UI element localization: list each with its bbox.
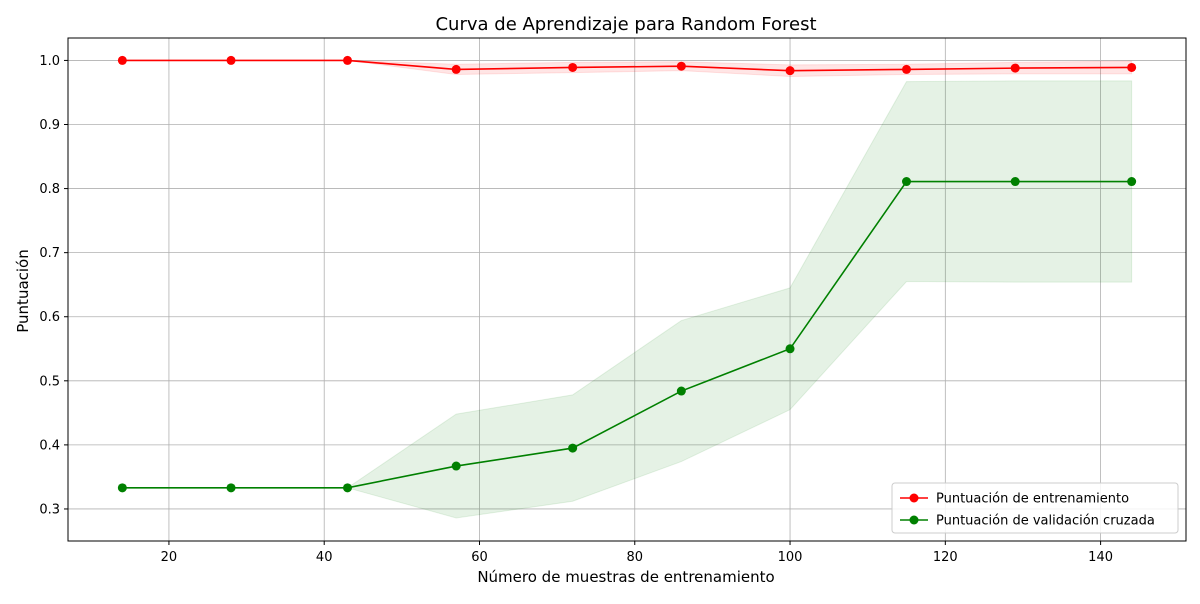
data-point-1-4 <box>568 443 578 453</box>
data-point-1-1 <box>226 483 236 493</box>
data-point-0-4 <box>568 62 578 72</box>
y-tick-label: 0.6 <box>39 310 60 325</box>
grid-lines <box>68 38 1186 541</box>
data-point-0-5 <box>676 61 686 71</box>
axis-ticks: 20 40 60 80 100 120 140 0.3 0.4 0.5 0.6 0.7 0.8 0.9 1.… <box>39 54 1113 565</box>
y-tick-label: 0.4 <box>39 438 60 453</box>
x-tick-label: 40 <box>316 550 333 565</box>
data-point-1-9 <box>1127 177 1137 187</box>
legend-box <box>891 482 1179 534</box>
data-point-1-0 <box>117 483 127 493</box>
data-point-0-9 <box>1127 62 1137 72</box>
data-point-0-6 <box>785 66 795 76</box>
y-tick-label: 0.7 <box>39 246 60 261</box>
confidence-bands <box>122 59 1133 519</box>
data-point-1-8 <box>1010 177 1020 187</box>
x-tick-label: 120 <box>933 550 958 565</box>
data-point-1-7 <box>902 177 911 187</box>
x-tick-label: 100 <box>778 550 803 565</box>
data-point-1-2 <box>343 483 352 493</box>
plot-frame <box>67 37 1187 542</box>
data-point-1-5 <box>676 386 686 396</box>
data-point-0-7 <box>902 64 911 74</box>
series-line-1 <box>122 180 1132 489</box>
y-axis-label: Puntuación <box>14 249 32 332</box>
data-point-0-1 <box>226 55 236 65</box>
data-point-0-3 <box>451 64 461 74</box>
legend-swatch-marker-0 <box>909 493 919 503</box>
x-tick-label: 20 <box>161 550 178 565</box>
legend-swatch-marker-1 <box>909 515 919 525</box>
series-lines <box>117 55 1137 493</box>
confidence-band-1 <box>122 80 1133 519</box>
data-point-0-2 <box>343 55 352 65</box>
y-tick-label: 0.8 <box>39 182 60 197</box>
x-tick-label: 60 <box>471 550 488 565</box>
legend: Puntuación de entrenamiento Puntuación de… <box>891 482 1179 534</box>
data-point-1-3 <box>451 461 461 471</box>
data-point-1-6 <box>785 344 795 354</box>
x-tick-label: 140 <box>1088 550 1113 565</box>
x-axis-label: Número de muestras de entrenamiento <box>477 568 774 586</box>
data-point-0-0 <box>117 55 127 65</box>
y-tick-label: 0.5 <box>39 374 60 389</box>
legend-label-0: Puntuación de entrenamiento <box>936 492 1129 507</box>
chart-title: Curva de Aprendizaje para Random Forest <box>435 14 816 35</box>
x-tick-label: 80 <box>626 550 643 565</box>
legend-label-1: Puntuación de validación cruzada <box>936 514 1155 529</box>
axes-frame <box>67 37 1187 542</box>
y-tick-label: 0.9 <box>39 118 60 133</box>
y-tick-label: 1.0 <box>39 54 60 69</box>
y-tick-label: 0.3 <box>39 502 60 517</box>
series-line-0 <box>122 59 1132 72</box>
data-point-0-8 <box>1010 63 1020 73</box>
